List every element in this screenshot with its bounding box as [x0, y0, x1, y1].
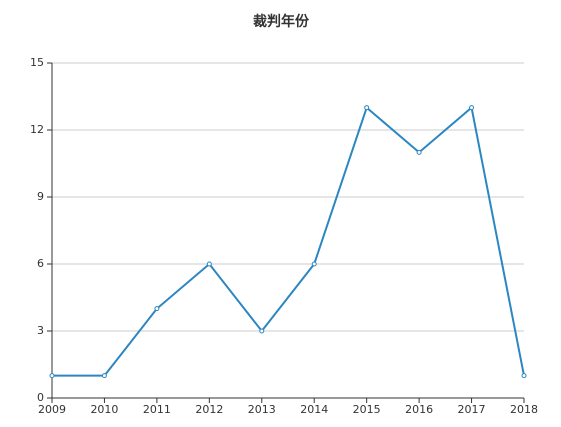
point [154, 306, 160, 312]
point [49, 373, 55, 379]
x-tick-label: 2016 [405, 403, 433, 416]
x-tick-label: 2011 [143, 403, 171, 416]
x-tick-label: 2009 [38, 403, 66, 416]
point [206, 261, 212, 267]
point [469, 105, 475, 111]
line [52, 105, 525, 377]
x-tick-label: 2015 [353, 403, 381, 416]
x-tick-label: 2012 [195, 403, 223, 416]
point [416, 149, 422, 155]
x-tick-label: 2017 [458, 403, 486, 416]
x-tick-label: 2013 [248, 403, 276, 416]
chart-title: 裁判年份 [253, 13, 310, 30]
point [101, 373, 107, 379]
point [259, 328, 265, 334]
point [521, 373, 527, 379]
point [311, 261, 317, 267]
x-tick-label: 2018 [510, 403, 538, 416]
point [364, 105, 370, 111]
y-tick-label: 3 [37, 324, 44, 337]
y-tick-label: 15 [30, 56, 44, 69]
y-tick-label: 12 [30, 123, 44, 136]
y-tick-label: 0 [37, 391, 44, 404]
x-tick-label: 2010 [90, 403, 118, 416]
y-tick-label: 9 [37, 190, 44, 203]
y-tick-label: 6 [37, 257, 44, 270]
x-tick-label: 2014 [300, 403, 328, 416]
